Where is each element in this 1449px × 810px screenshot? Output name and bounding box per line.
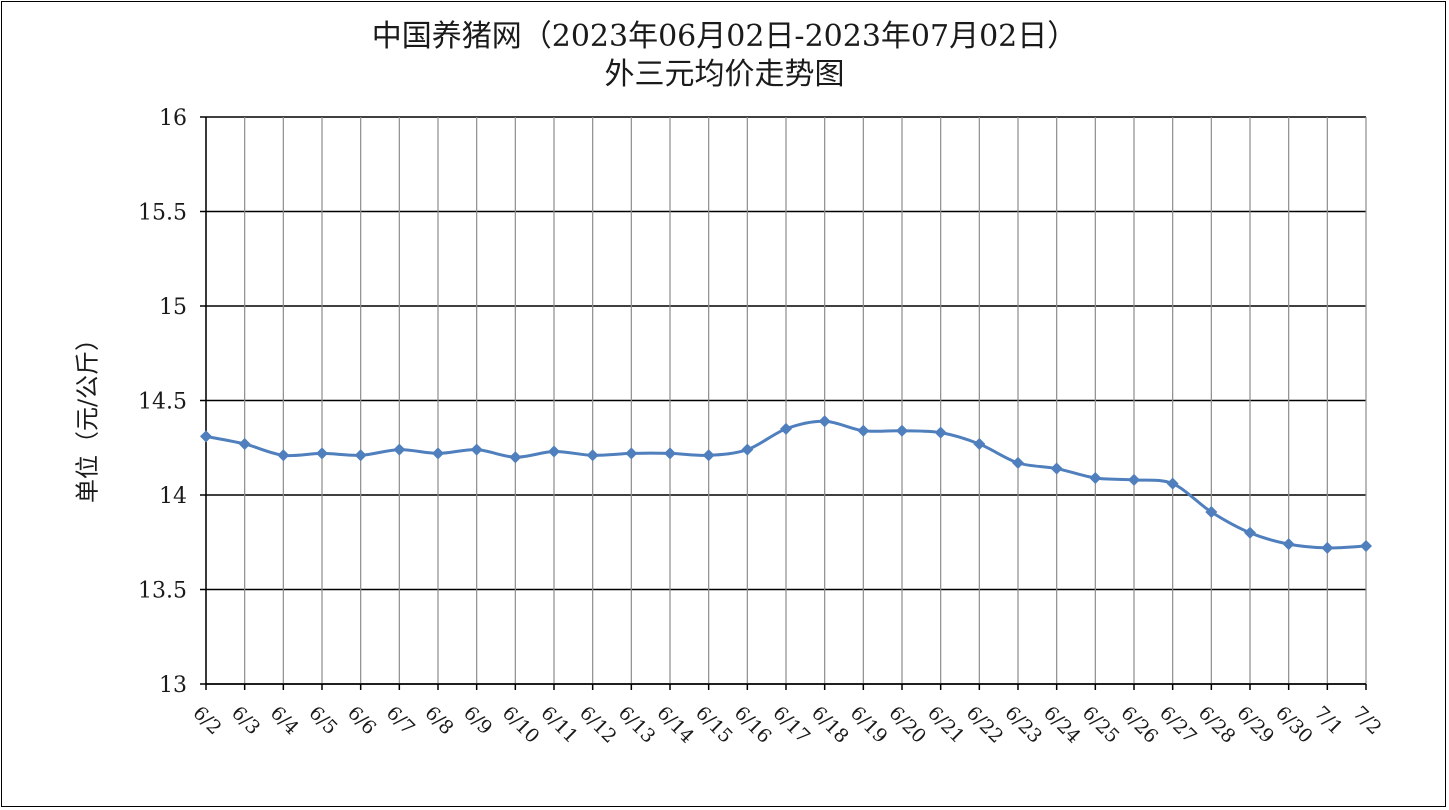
x-tick-label: 6/3 xyxy=(227,702,264,739)
x-tick-label: 6/2 xyxy=(188,702,225,739)
data-point-marker xyxy=(625,447,638,460)
axes xyxy=(200,116,1367,690)
data-point-marker xyxy=(1166,477,1179,490)
data-point-marker xyxy=(1360,540,1372,553)
x-tick-label: 6/26 xyxy=(1116,702,1162,748)
y-tick-label: 13 xyxy=(159,673,187,698)
data-point-marker xyxy=(896,424,908,437)
x-tick-label: 6/21 xyxy=(923,702,969,748)
data-point-marker xyxy=(818,415,831,428)
y-tick-label: 16 xyxy=(159,106,187,131)
data-point-marker xyxy=(857,424,870,437)
x-tick-label: 6/12 xyxy=(575,702,621,748)
data-point-marker xyxy=(432,447,444,460)
x-tick-label: 6/20 xyxy=(884,702,930,748)
data-point-marker xyxy=(973,437,986,450)
y-tick-label: 15.5 xyxy=(138,201,187,226)
data-point-marker xyxy=(238,437,251,450)
data-point-marker xyxy=(393,443,406,456)
x-tick-label: 6/22 xyxy=(962,702,1008,748)
x-tick-label: 6/10 xyxy=(498,702,544,748)
data-point-marker xyxy=(200,430,212,443)
x-tick-label: 6/13 xyxy=(614,702,660,748)
data-point-marker xyxy=(509,451,522,464)
x-tick-label: 6/14 xyxy=(652,702,698,748)
data-point-marker xyxy=(1012,456,1024,469)
chart-title: 中国养猪网（2023年06月02日-2023年07月02日） xyxy=(371,19,1078,54)
x-tick-label: 6/24 xyxy=(1039,702,1085,748)
data-point-marker xyxy=(277,449,290,462)
data-point-marker xyxy=(586,449,599,462)
data-point-marker xyxy=(664,447,676,460)
x-tick-label: 6/11 xyxy=(536,702,582,748)
x-tick-label: 6/19 xyxy=(846,702,892,748)
data-point-marker xyxy=(741,443,754,456)
data-points xyxy=(200,415,1372,554)
x-tick-label: 6/28 xyxy=(1194,702,1240,748)
data-point-marker xyxy=(1050,462,1063,475)
data-point-marker xyxy=(354,449,367,462)
data-point-marker xyxy=(1282,538,1295,551)
y-tick-label: 14 xyxy=(159,484,187,509)
y-tick-labels: 13 13.5 14 14.5 15 15.5 16 xyxy=(138,106,187,698)
x-tick-label: 6/6 xyxy=(343,702,380,739)
data-point-marker xyxy=(548,445,560,458)
data-point-marker xyxy=(1244,526,1256,539)
chart-subtitle: 外三元均价走势图 xyxy=(604,57,845,92)
data-point-marker xyxy=(1128,473,1140,486)
x-tick-label: 7/2 xyxy=(1348,702,1385,739)
x-tick-label: 6/16 xyxy=(730,702,776,748)
y-tick-label: 14.5 xyxy=(138,390,187,415)
y-tick-label: 15 xyxy=(159,295,187,320)
x-tick-label: 6/25 xyxy=(1078,702,1124,748)
x-tick-label: 6/23 xyxy=(1000,702,1046,748)
x-tick-label: 6/9 xyxy=(459,702,496,739)
x-tick-label: 6/7 xyxy=(382,702,419,739)
x-tick-label: 6/30 xyxy=(1271,702,1317,748)
data-point-marker xyxy=(934,426,947,439)
x-tick-label: 6/18 xyxy=(807,702,853,748)
x-tick-label: 6/17 xyxy=(768,702,814,748)
x-tick-label: 6/5 xyxy=(304,702,341,739)
x-tick-label: 6/4 xyxy=(266,702,303,739)
y-tick-label: 13.5 xyxy=(138,579,187,604)
data-point-marker xyxy=(316,447,328,460)
x-tick-labels: 6/2 6/3 6/4 6/5 6/6 6/7 6/8 6/9 6/106/116/126/13… xyxy=(188,702,1385,748)
data-point-marker xyxy=(470,443,483,456)
data-point-marker xyxy=(1205,506,1218,519)
x-tick-label: 6/27 xyxy=(1155,702,1201,748)
data-point-marker xyxy=(1089,471,1102,484)
data-point-marker xyxy=(1321,541,1334,554)
x-tick-label: 6/29 xyxy=(1232,702,1278,748)
x-tick-label: 6/15 xyxy=(691,702,737,748)
data-point-marker xyxy=(780,422,792,435)
data-point-marker xyxy=(702,449,715,462)
x-tick-label: 6/8 xyxy=(420,702,457,739)
